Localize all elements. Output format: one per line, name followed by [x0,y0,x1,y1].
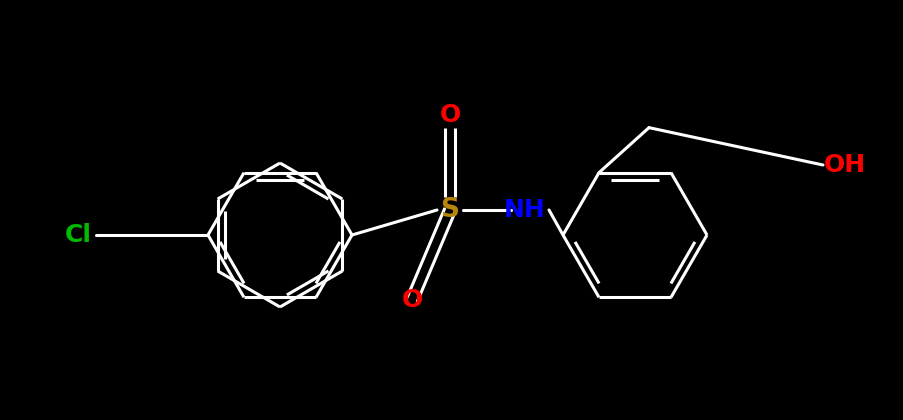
Text: O: O [439,103,461,127]
Text: Cl: Cl [64,223,91,247]
Text: S: S [440,197,459,223]
Text: O: O [401,288,423,312]
Text: OH: OH [823,153,865,177]
Text: NH: NH [504,198,545,222]
